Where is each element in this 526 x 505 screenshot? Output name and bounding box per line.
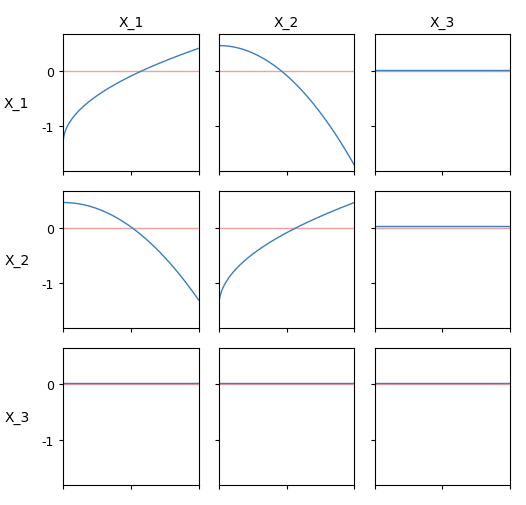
Title: X_3: X_3 — [430, 16, 455, 30]
Y-axis label: X_1: X_1 — [4, 96, 29, 111]
Title: X_2: X_2 — [274, 16, 299, 30]
Y-axis label: X_3: X_3 — [4, 410, 29, 424]
Title: X_1: X_1 — [118, 16, 144, 30]
Y-axis label: X_2: X_2 — [4, 253, 29, 267]
